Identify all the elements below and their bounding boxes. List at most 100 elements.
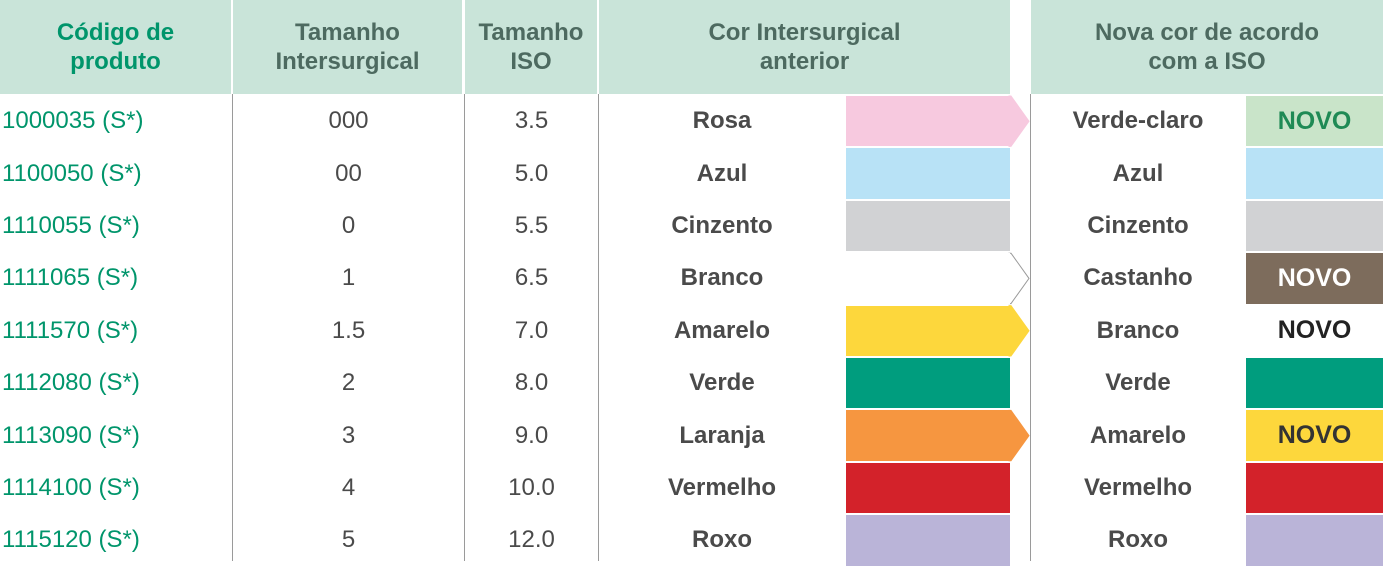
text: 1100050 (S*) xyxy=(2,159,142,187)
text: 5 xyxy=(341,526,356,554)
text: 8.0 xyxy=(514,369,549,397)
iso-cell: 9.0 xyxy=(465,409,598,461)
change-arrow xyxy=(1008,252,1030,305)
size-cell: 5 xyxy=(233,514,464,566)
product-code: 1114100 (S*) xyxy=(0,462,232,514)
new-color-swatch: NOVO xyxy=(1246,253,1383,304)
text: 1000035 (S*) xyxy=(2,107,144,135)
text: Castanho xyxy=(1083,264,1193,292)
old-color-swatch xyxy=(846,253,1010,304)
new-color-swatch xyxy=(1246,358,1383,409)
new-color-swatch xyxy=(1246,515,1383,566)
old-color-swatch xyxy=(846,96,1010,147)
new-color-name: Amarelo xyxy=(1031,409,1245,461)
product-code: 1111065 (S*) xyxy=(0,252,232,304)
iso-cell: 7.0 xyxy=(465,305,598,357)
text: 3.5 xyxy=(514,107,549,135)
text: 3 xyxy=(341,421,356,449)
size-cell: 00 xyxy=(233,147,464,199)
text: 9.0 xyxy=(514,421,549,449)
size-cell: 1 xyxy=(233,252,464,304)
change-arrow xyxy=(1008,409,1030,462)
text: 1114100 (S*) xyxy=(2,473,140,501)
new-color-swatch: NOVO xyxy=(1246,410,1383,461)
text: Cinzento xyxy=(671,211,773,239)
text: Roxo xyxy=(1108,526,1168,554)
text: 0 xyxy=(341,211,356,239)
header-cell: Tamanho ISO xyxy=(465,0,597,94)
new-color-swatch: NOVO xyxy=(1246,96,1383,147)
text: Tamanho xyxy=(295,19,400,46)
text: 4 xyxy=(341,473,356,501)
text: NOVO xyxy=(1277,316,1352,345)
header-cell: Nova cor de acordo com a ISO xyxy=(1031,0,1383,94)
text: Tamanho xyxy=(478,19,584,46)
text: 10.0 xyxy=(508,473,555,501)
change-arrow xyxy=(1008,305,1030,357)
new-color-name: Roxo xyxy=(1031,514,1245,566)
new-color-name: Verde-claro xyxy=(1031,95,1245,147)
old-color-swatch xyxy=(846,462,1010,514)
text: 1112080 (S*) xyxy=(2,369,140,397)
text: anterior xyxy=(759,48,850,75)
old-color-name: Azul xyxy=(599,147,845,199)
text: Cor Intersurgical xyxy=(708,19,901,46)
text: Amarelo xyxy=(1089,421,1187,449)
text: 5.0 xyxy=(514,159,549,187)
size-cell: 0 xyxy=(233,200,464,252)
new-color-name: Verde xyxy=(1031,357,1245,409)
product-code: 1115120 (S*) xyxy=(0,514,232,566)
old-color-name: Laranja xyxy=(599,409,845,461)
size-cell: 2 xyxy=(233,357,464,409)
size-cell: 000 xyxy=(233,95,464,147)
iso-cell: 12.0 xyxy=(465,514,598,566)
old-color-name: Vermelho xyxy=(599,462,845,514)
new-color-swatch xyxy=(1246,462,1383,514)
old-color-swatch xyxy=(846,305,1010,356)
text: 000 xyxy=(328,107,369,135)
old-color-swatch xyxy=(846,515,1010,566)
new-color-swatch xyxy=(1246,148,1383,199)
text: Branco xyxy=(1096,316,1180,344)
header-cell: Tamanho Intersurgical xyxy=(233,0,462,94)
text: Rosa xyxy=(692,107,752,135)
text: Código de xyxy=(56,19,175,46)
text: Vermelho xyxy=(667,473,777,501)
iso-cell: 10.0 xyxy=(465,462,598,514)
text: ISO xyxy=(510,48,552,75)
text: 1.5 xyxy=(331,316,366,344)
text: 12.0 xyxy=(508,526,555,554)
text: Intersurgical xyxy=(275,48,420,75)
product-code: 1113090 (S*) xyxy=(0,409,232,461)
text: Cinzento xyxy=(1087,211,1189,239)
text: produto xyxy=(70,48,161,75)
text: 1115120 (S*) xyxy=(2,526,140,554)
text: Amarelo xyxy=(673,316,771,344)
product-code: 1112080 (S*) xyxy=(0,357,232,409)
text: 1110055 (S*) xyxy=(2,211,140,239)
old-color-name: Amarelo xyxy=(599,305,845,357)
text: 00 xyxy=(335,159,362,187)
size-cell: 4 xyxy=(233,462,464,514)
iso-cell: 5.5 xyxy=(465,200,598,252)
text: 1113090 (S*) xyxy=(2,421,140,449)
text: Laranja xyxy=(679,421,765,449)
size-cell: 1.5 xyxy=(233,305,464,357)
old-color-swatch xyxy=(846,200,1010,252)
size-cell: 3 xyxy=(233,409,464,461)
text: Vermelho xyxy=(1083,473,1193,501)
new-color-swatch xyxy=(1246,200,1383,252)
iso-cell: 6.5 xyxy=(465,252,598,304)
product-code: 1000035 (S*) xyxy=(0,95,232,147)
new-color-swatch: NOVO xyxy=(1246,305,1383,356)
column-divider xyxy=(1030,94,1031,561)
new-color-name: Cinzento xyxy=(1031,200,1245,252)
text: 1111570 (S*) xyxy=(2,316,139,344)
old-color-name: Verde xyxy=(599,357,845,409)
old-color-name: Branco xyxy=(599,252,845,304)
old-color-swatch xyxy=(846,148,1010,199)
iso-cell: 3.5 xyxy=(465,95,598,147)
column-divider xyxy=(598,94,599,561)
old-color-name: Roxo xyxy=(599,514,845,566)
